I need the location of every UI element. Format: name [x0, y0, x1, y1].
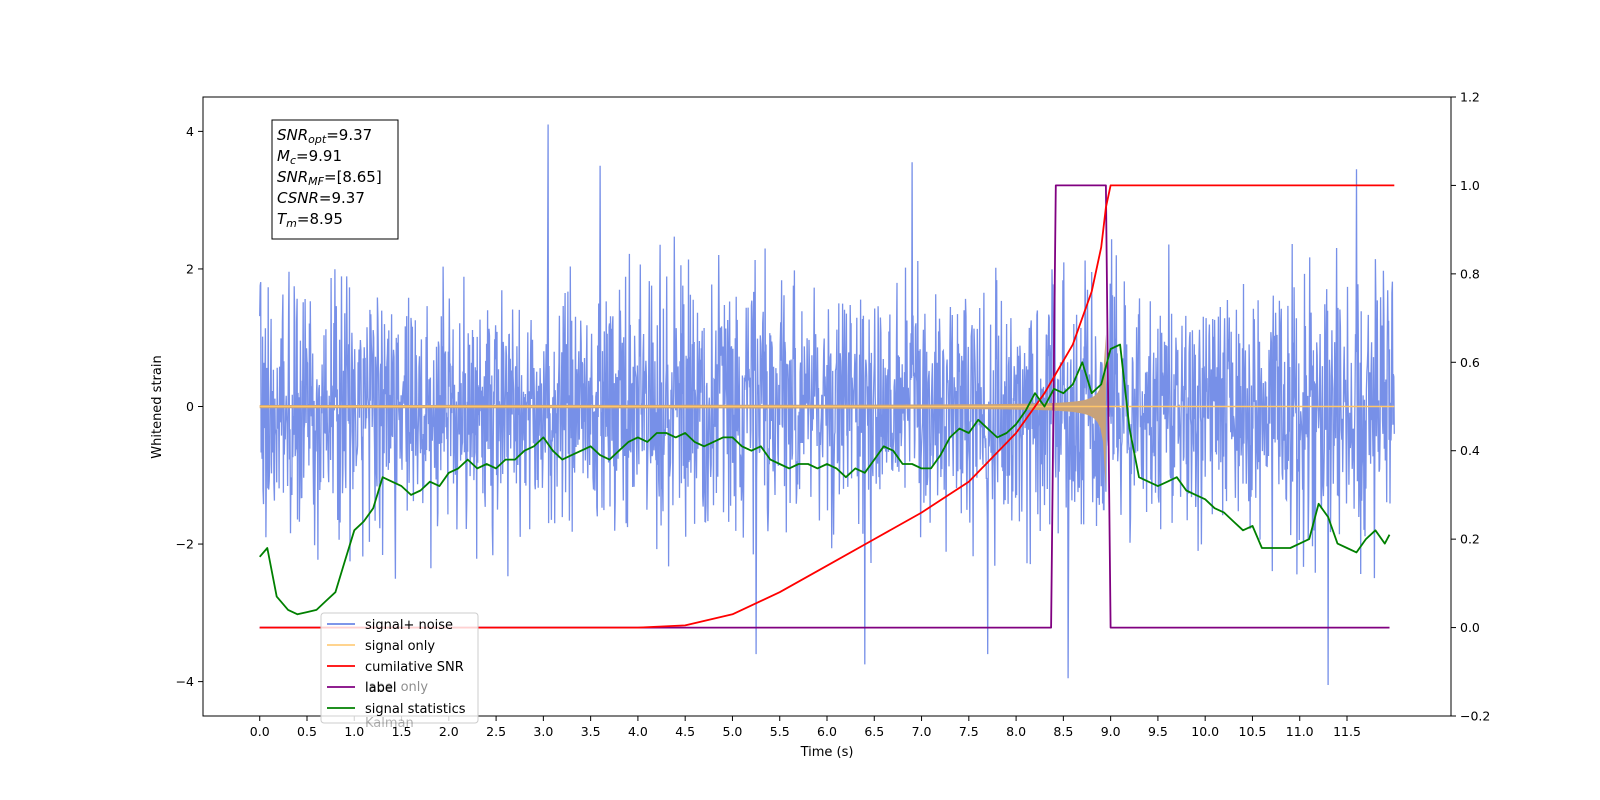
- noise-series: [259, 124, 1395, 686]
- x-tick-label: 2.5: [486, 724, 506, 739]
- x-tick-label: 6.0: [817, 724, 837, 739]
- legend-frame: [320, 612, 479, 724]
- annotation-line: SNRMF=[8.65]: [277, 168, 382, 188]
- y2-tick-label: 0.2: [1460, 532, 1480, 547]
- y2-tick-label: 0.6: [1460, 355, 1480, 370]
- legend: label only signal+ noise signal only cumila…: [320, 612, 479, 731]
- y-tick-label: 2: [186, 261, 194, 276]
- annotation-line: SNRopt=9.37: [277, 126, 372, 146]
- x-tick-label: 11.5: [1333, 724, 1361, 739]
- y-tick-label: −4: [176, 674, 194, 689]
- cumulative-snr-series: [259, 184, 1395, 629]
- legend-obscured-label: label only: [365, 680, 428, 695]
- plot-area: [259, 124, 1395, 686]
- x-tick-label: 4.5: [675, 724, 695, 739]
- annotation-line: Mc=9.91: [277, 147, 342, 167]
- legend-label: label: [365, 681, 396, 696]
- legend-label: signal only: [365, 639, 435, 654]
- x-tick-label: 1.0: [344, 724, 364, 739]
- x-axis-ticks: 0.0 0.5 1.0 1.5 2.0 2.5 3.0 3.5 4.0 4.5 5.0 5.5 6.0 6…: [250, 716, 1361, 739]
- x-tick-label: 0.5: [297, 724, 317, 739]
- y-tick-label: 0: [186, 399, 194, 414]
- y2-axis-ticks: −0.2 0.0 0.2 0.4 0.6 0.8 1.0 1.2: [1451, 90, 1490, 724]
- y2-tick-label: 1.0: [1460, 178, 1480, 193]
- signal-statistics-series: [259, 343, 1391, 616]
- legend-obscured-label: Kalman: [365, 716, 414, 731]
- x-tick-label: 11.0: [1286, 724, 1314, 739]
- label-line: [259, 184, 1390, 629]
- cumulative-snr-line: [259, 184, 1395, 629]
- x-tick-label: 5.5: [770, 724, 790, 739]
- x-tick-label: 9.0: [1101, 724, 1121, 739]
- y2-tick-label: 0.8: [1460, 266, 1480, 281]
- y-tick-label: −2: [176, 537, 194, 552]
- x-tick-label: 1.5: [392, 724, 412, 739]
- y2-tick-label: 1.2: [1460, 90, 1480, 105]
- x-tick-label: 5.0: [723, 724, 743, 739]
- annotation-line: Tm=8.95: [277, 210, 343, 230]
- y2-tick-label: 0.4: [1460, 443, 1480, 458]
- x-tick-label: 0.0: [250, 724, 270, 739]
- x-tick-label: 6.5: [864, 724, 884, 739]
- y-axis-label: Whitened strain: [150, 355, 165, 458]
- annotation-frame: [271, 119, 399, 240]
- x-tick-label: 7.5: [959, 724, 979, 739]
- y-axis-ticks: −4 −2 0 2 4: [176, 124, 203, 689]
- label-series: [259, 184, 1390, 629]
- x-tick-label: 8.5: [1053, 724, 1073, 739]
- y-tick-label: 4: [186, 124, 194, 139]
- signal-statistics-line: [259, 343, 1391, 616]
- x-tick-label: 2.0: [439, 724, 459, 739]
- x-tick-label: 9.5: [1148, 724, 1168, 739]
- legend-label: signal statistics: [365, 702, 466, 717]
- x-tick-label: 8.0: [1006, 724, 1026, 739]
- x-tick-label: 10.0: [1191, 724, 1219, 739]
- x-tick-label: 3.5: [581, 724, 601, 739]
- signal-only-series: [259, 334, 1395, 490]
- noise-trace: [259, 124, 1395, 686]
- x-axis-label: Time (s): [800, 745, 854, 760]
- x-tick-label: 7.0: [912, 724, 932, 739]
- legend-label: cumilative SNR: [365, 660, 464, 675]
- legend-label: signal+ noise: [365, 618, 453, 633]
- y2-tick-label: 0.0: [1460, 620, 1480, 635]
- x-tick-label: 4.0: [628, 724, 648, 739]
- y2-tick-label: −0.2: [1460, 709, 1490, 724]
- x-tick-label: 3.0: [533, 724, 553, 739]
- annotation-line: CSNR=9.37: [277, 189, 365, 207]
- x-tick-label: 10.5: [1239, 724, 1267, 739]
